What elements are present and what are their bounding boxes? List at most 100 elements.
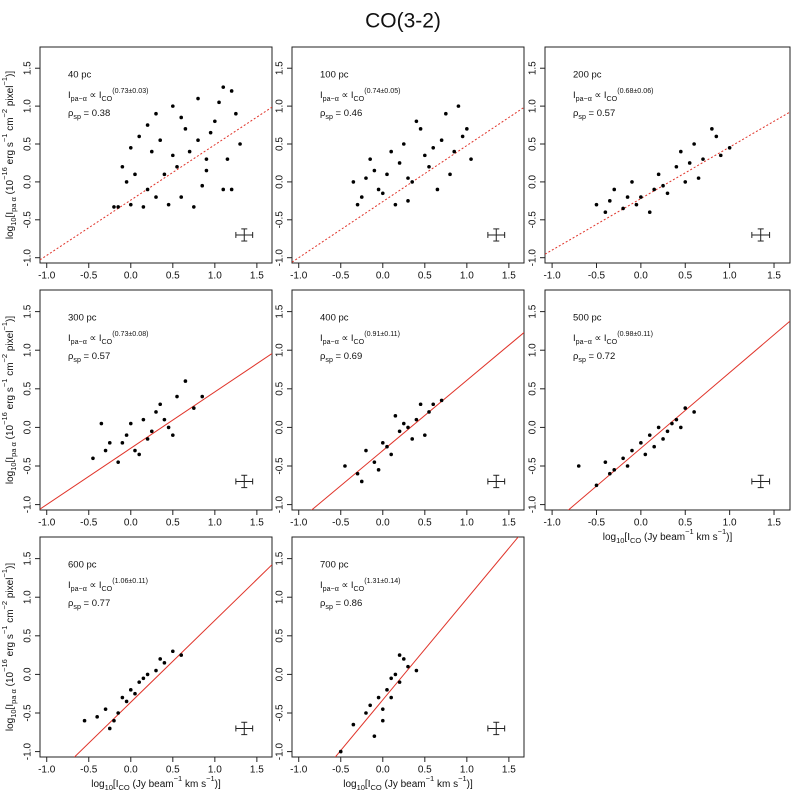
x-tick-label: 0.5 <box>166 518 180 529</box>
panel-label: 100 pc <box>320 70 349 81</box>
correlation: ρsp = 0.77 <box>68 598 110 611</box>
y-tick-label: -1.0 <box>23 743 34 761</box>
data-point <box>133 448 137 453</box>
text-part: I <box>351 580 354 591</box>
data-point <box>171 649 175 654</box>
panel: -1.0 -0.5 0.0 0.5 1.0 1.5 -1.0 -0.5 0.0 0.5 1.0 1.5… <box>275 46 525 282</box>
text-part: sp <box>325 113 333 121</box>
panel-label: 500 pc <box>573 313 602 324</box>
data-point <box>414 119 419 124</box>
data-point <box>208 130 213 135</box>
data-point <box>656 425 661 430</box>
text-part: I <box>320 580 323 591</box>
y-axis-label: log10[Ipa α (10−16 erg s−1 cm−2 pixel−1)… <box>0 563 18 732</box>
data-point <box>692 410 696 414</box>
y-tick-label: -0.5 <box>275 211 286 229</box>
y-tick-label: -0.5 <box>23 457 34 475</box>
data-point <box>82 718 87 723</box>
data-point <box>401 421 406 426</box>
data-point <box>141 417 146 422</box>
text-part: erg s <box>5 634 16 659</box>
data-point <box>692 142 696 146</box>
x-tick-label: -0.5 <box>332 518 350 529</box>
data-point <box>696 176 701 180</box>
fit-line <box>292 106 524 263</box>
x-tick-label: 0.0 <box>124 765 138 776</box>
data-point <box>448 172 452 177</box>
data-point <box>393 414 398 418</box>
data-point <box>414 668 419 673</box>
text-part: ρ <box>68 108 74 119</box>
data-point <box>625 464 630 468</box>
data-point <box>679 149 683 154</box>
x-tick-label: -1.0 <box>290 518 308 529</box>
data-point <box>612 187 617 192</box>
relation: Ipa−α ∝ ICO(0.73±0.03) <box>68 87 149 103</box>
data-point <box>103 707 108 711</box>
data-point <box>444 111 448 116</box>
data-point <box>594 202 599 207</box>
panel-label: 200 pc <box>573 70 602 81</box>
text-part: cm <box>5 362 16 378</box>
data-point <box>683 406 688 410</box>
data-point <box>647 210 652 215</box>
data-point <box>406 425 410 430</box>
text-part: cm <box>5 117 16 133</box>
data-point <box>452 149 457 154</box>
data-point <box>364 176 368 180</box>
data-point <box>192 406 196 410</box>
text-part: 10 <box>105 783 113 792</box>
text-part: −1 <box>0 322 9 331</box>
text-part: I <box>573 90 576 101</box>
data-point <box>608 199 612 203</box>
data-point <box>124 180 129 184</box>
text-part: −2 <box>0 601 9 610</box>
fit-line <box>545 111 790 255</box>
text-part: )] <box>467 779 473 790</box>
data-point <box>385 444 389 449</box>
data-point <box>410 180 415 184</box>
data-point <box>718 153 723 158</box>
data-point <box>162 661 167 665</box>
text-part: log <box>343 779 356 790</box>
x-tick-label: 1.5 <box>767 271 781 282</box>
panel-label: 600 pc <box>68 560 97 571</box>
data-point <box>665 191 670 196</box>
text-part: log <box>5 718 16 731</box>
relation: Ipa−α ∝ ICO(0.73±0.08) <box>68 330 149 346</box>
data-point <box>643 452 648 457</box>
data-point <box>630 448 634 453</box>
plot-frame <box>291 289 525 511</box>
text-part: I <box>68 90 71 101</box>
data-point <box>175 394 179 399</box>
text-part: log <box>5 226 16 239</box>
y-tick-label: 0.0 <box>275 667 286 681</box>
data-point <box>162 417 167 422</box>
x-tick-label: -0.5 <box>332 765 350 776</box>
panel: -1.0 -0.5 0.0 0.5 1.0 1.5 -1.0 -0.5 0.0 0.5 1.0 1.5… <box>0 46 273 282</box>
data-point <box>621 456 625 461</box>
data-point <box>674 164 679 169</box>
data-point <box>120 164 125 169</box>
data-point <box>359 479 364 484</box>
data-point <box>145 187 150 192</box>
text-part: log <box>603 532 616 543</box>
data-point <box>469 157 473 161</box>
x-tick-label: 0.0 <box>124 271 138 282</box>
x-tick-label: 0.5 <box>678 518 692 529</box>
text-part: −1 <box>0 77 9 86</box>
text-part: = 0.86 <box>333 598 362 609</box>
data-point <box>351 722 356 727</box>
text-part: 10 <box>9 709 18 717</box>
data-point <box>338 749 343 754</box>
x-tick-label: 1.5 <box>502 271 516 282</box>
text-part: CO <box>102 585 113 593</box>
text-part: km s <box>694 532 718 543</box>
data-point <box>670 421 674 426</box>
text-part: pa−α <box>323 95 339 103</box>
text-part: (1.31±0.14) <box>364 577 400 585</box>
y-tick-label: -1.0 <box>275 743 286 761</box>
x-tick-label: 1.5 <box>502 765 516 776</box>
text-part: CO <box>354 95 365 103</box>
y-tick-label: 0.5 <box>23 628 34 642</box>
